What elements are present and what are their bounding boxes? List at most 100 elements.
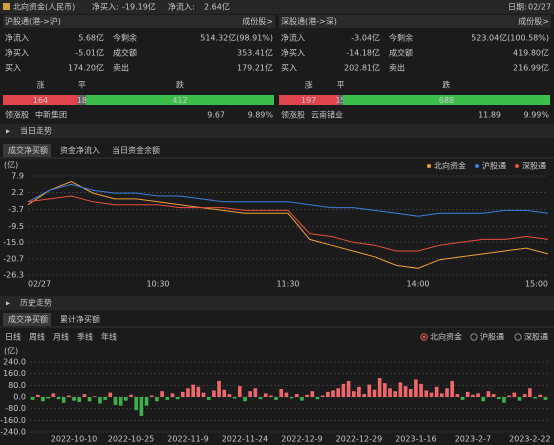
bar — [108, 392, 113, 397]
row-label: 成交额 — [389, 48, 413, 58]
breadth-bar — [279, 95, 339, 105]
option[interactable]: 北向资金 — [430, 332, 462, 342]
row-label: 买入 — [281, 64, 297, 73]
bar — [398, 382, 403, 397]
bar — [61, 397, 66, 403]
link[interactable]: 成份股> — [242, 16, 273, 26]
leader-price: 11.89 — [478, 111, 501, 120]
legend-label: 沪股通 — [482, 161, 506, 171]
breadth-bar — [338, 95, 343, 105]
bar — [383, 383, 387, 397]
bar — [471, 394, 475, 397]
arrow: ▸ — [6, 127, 10, 136]
tab-selected[interactable] — [3, 313, 51, 326]
value: 02/27 — [528, 3, 551, 12]
row-label: 净流入 — [5, 33, 29, 43]
row-label: 卖出 — [389, 63, 405, 73]
leader-price: 9.67 — [207, 111, 225, 120]
bar — [217, 380, 221, 397]
x-tick-label: 2022-11-24 — [222, 435, 269, 444]
bar — [315, 397, 320, 400]
row-value: 523.04亿(100.58%) — [471, 33, 549, 43]
bar — [414, 379, 418, 397]
bar — [160, 391, 164, 397]
bar — [258, 397, 263, 400]
tab-selected[interactable] — [3, 144, 51, 157]
bar — [455, 394, 460, 397]
breadth-label: 跌 — [442, 80, 450, 90]
y-tick-label: 160.0 — [3, 369, 26, 378]
x-tick-label: 2022-12-9 — [281, 435, 322, 444]
bar — [434, 386, 439, 397]
x-tick-label: 10:30 — [146, 280, 169, 289]
y-tick-label: -15.0 — [3, 238, 24, 247]
bar — [491, 394, 496, 397]
bar — [201, 392, 206, 397]
radio[interactable] — [420, 333, 428, 341]
option[interactable]: 沪股通 — [480, 332, 504, 342]
bar — [41, 397, 45, 402]
value: 2.64亿 — [204, 2, 230, 12]
tab[interactable]: 资金净流入 — [60, 145, 100, 155]
breadth-count: 15 — [335, 96, 345, 105]
arrow: ▸ — [6, 299, 10, 308]
panel-title: 沪股通(港->沪) — [5, 16, 61, 26]
leader-label: 领涨股 — [5, 110, 29, 120]
row-label: 今剩余 — [113, 33, 137, 43]
legend-label: 深股通 — [522, 161, 546, 171]
tab[interactable]: 当日资金余额 — [112, 145, 160, 155]
period[interactable]: 月线 — [53, 332, 69, 342]
bar — [284, 392, 289, 397]
bar — [30, 397, 35, 400]
row-label: 净买入 — [5, 48, 29, 58]
panel-title-bar — [3, 15, 275, 28]
tab[interactable]: 累计净买额 — [60, 314, 100, 324]
bar — [496, 397, 501, 400]
x-tick-label: 2022-10-25 — [108, 435, 155, 444]
period[interactable]: 周线 — [29, 332, 45, 342]
bar — [388, 388, 392, 397]
leader-label: 领涨股 — [281, 110, 305, 120]
breadth-bar — [86, 95, 275, 105]
bar — [118, 397, 123, 406]
row-label: 买入 — [5, 64, 21, 73]
breadth-label: 涨 — [305, 80, 313, 90]
bar — [445, 388, 449, 397]
leader-change: 9.99% — [524, 111, 550, 120]
radio[interactable] — [470, 333, 478, 341]
section-bar — [0, 296, 554, 310]
bar — [175, 397, 180, 400]
x-tick-label: 2022-10-10 — [51, 435, 98, 444]
bar — [362, 394, 366, 397]
x-tick-label: 15:00 — [525, 280, 548, 289]
row-value: 216.99亿 — [513, 63, 549, 73]
row-label: 净买入 — [281, 48, 305, 58]
x-tick-label: 14:00 — [406, 280, 429, 289]
bar — [403, 386, 408, 397]
bar — [46, 397, 50, 399]
tab[interactable]: 成交净买额 — [8, 145, 48, 155]
bar — [424, 390, 429, 397]
line — [27, 183, 549, 217]
period[interactable]: 季线 — [77, 332, 93, 342]
bar — [512, 392, 517, 397]
period[interactable]: 日线 — [5, 332, 21, 342]
legend-swatch — [427, 164, 431, 168]
section-bar — [0, 124, 554, 138]
link[interactable]: 成份股> — [518, 16, 549, 26]
x-tick-label: 2022-11-9 — [167, 435, 208, 444]
row-value: 5.68亿 — [78, 33, 104, 43]
breadth-count: 688 — [439, 96, 454, 105]
bar — [507, 395, 511, 397]
option[interactable]: 深股通 — [524, 332, 548, 342]
row-label: 卖出 — [113, 63, 129, 73]
period[interactable]: 年线 — [101, 332, 117, 342]
y-tick-label: -20.7 — [3, 254, 24, 263]
breadth-count: 164 — [33, 96, 48, 105]
tab[interactable]: 成交净买额 — [8, 314, 48, 324]
bar — [82, 394, 87, 397]
top-bar — [0, 0, 554, 14]
radio[interactable] — [514, 333, 522, 341]
bar — [232, 397, 237, 399]
